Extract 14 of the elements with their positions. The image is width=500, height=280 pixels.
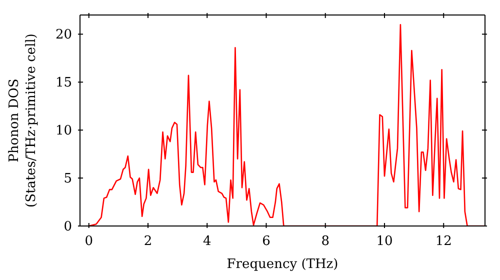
x-tick-label: 8 xyxy=(321,234,330,249)
y-tick-label: 5 xyxy=(64,172,72,187)
y-tick-label: 15 xyxy=(55,76,72,91)
x-tick-label: 10 xyxy=(376,234,393,249)
y-tick-label: 10 xyxy=(55,124,72,139)
x-tick-label: 12 xyxy=(435,234,452,249)
x-tick-label: 2 xyxy=(144,234,152,249)
x-axis-title: Frequency (THz) xyxy=(226,257,338,272)
x-tick-label: 6 xyxy=(262,234,270,249)
y-tick-label: 20 xyxy=(55,28,72,43)
x-tick-label: 0 xyxy=(84,234,94,249)
y-axis-title: Phonon DOS (States/THz·primitive cell) xyxy=(7,33,39,208)
y-tick-label: 0 xyxy=(64,220,72,234)
x-tick-label: 4 xyxy=(202,234,212,249)
